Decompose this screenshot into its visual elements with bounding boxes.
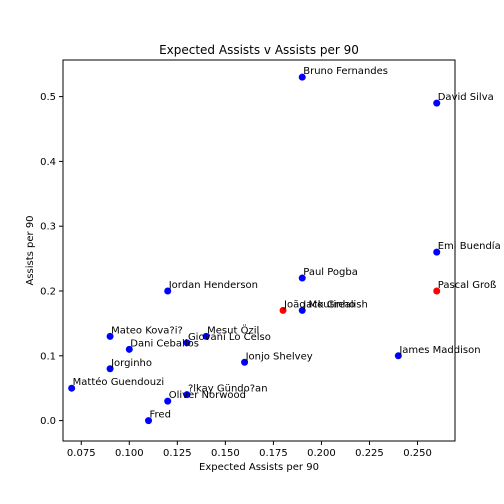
y-tick-label: 0.3 [40, 222, 56, 233]
data-point-label: Pascal Groß [438, 280, 497, 291]
data-point [298, 274, 306, 282]
data-point [145, 417, 153, 425]
data-point-label: James Maddison [398, 345, 480, 356]
data-point [433, 248, 441, 256]
data-point [298, 73, 306, 81]
x-tick-label: 0.175 [259, 448, 288, 459]
data-point-label: Emi Buendía [438, 240, 501, 252]
data-point [106, 365, 114, 373]
plot-frame [62, 59, 456, 442]
y-tick-label: 0.5 [40, 92, 56, 103]
x-tick-label: 0.200 [307, 448, 336, 459]
x-axis-title: Expected Assists per 90 [199, 462, 319, 473]
point-labels: Bruno Fernandes David Silva Emi Buendía Pau… [73, 66, 501, 420]
data-point-label: Mateo Kova?i? [111, 325, 183, 336]
data-point-label: David Silva [438, 92, 494, 103]
data-point [125, 345, 133, 353]
data-point-label: Oliver Norwood [169, 390, 246, 401]
data-point [433, 287, 441, 295]
data-point-label: Dani Ceballos [130, 338, 199, 349]
x-tick-label: 0.150 [211, 448, 240, 459]
y-tick-label: 0.0 [40, 416, 56, 427]
data-point [68, 384, 76, 392]
data-point-label: Mattéo Guendouzi [73, 376, 164, 388]
data-point [279, 306, 287, 314]
data-point [394, 352, 402, 360]
x-tick-label: 0.225 [355, 448, 384, 459]
data-point [183, 391, 191, 399]
data-point-label: Jonjo Shelvey [245, 351, 313, 362]
data-point [164, 287, 172, 295]
chart-title: Expected Assists v Assists per 90 [159, 43, 359, 57]
y-axis-title: Assists per 90 [25, 215, 36, 285]
y-tick-label: 0.4 [40, 157, 56, 168]
data-point [106, 332, 114, 340]
data-points [68, 73, 441, 425]
axis-ticks: 0.075 0.100 0.125 0.150 0.175 0.200 0.225 0.250… [40, 92, 432, 459]
data-point-label: Jorginho [110, 358, 152, 369]
data-point [298, 306, 306, 314]
data-point [183, 339, 191, 347]
data-point-label: Fred [150, 410, 171, 421]
data-point-label: Giovani Lo Celso [188, 332, 271, 343]
data-point-label: Mesut Özil [207, 323, 259, 336]
data-point [202, 332, 210, 340]
data-point-label: João Moutinho [283, 299, 355, 310]
x-tick-label: 0.125 [163, 448, 192, 459]
data-point-label: Paul Pogba [303, 267, 358, 278]
data-point-label: Bruno Fernandes [303, 66, 388, 77]
data-point-label: Jack Grealish [302, 299, 368, 310]
y-tick-label: 0.2 [40, 286, 56, 297]
x-tick-label: 0.075 [67, 448, 96, 459]
data-point-label: Jordan Henderson [168, 280, 258, 291]
data-point [164, 397, 172, 405]
data-point-label: ?lkay Gündo?an [188, 384, 268, 395]
data-point [433, 99, 441, 107]
x-tick-label: 0.250 [403, 448, 432, 459]
data-point [241, 358, 249, 366]
x-tick-label: 0.100 [115, 448, 144, 459]
y-tick-label: 0.1 [40, 351, 56, 362]
